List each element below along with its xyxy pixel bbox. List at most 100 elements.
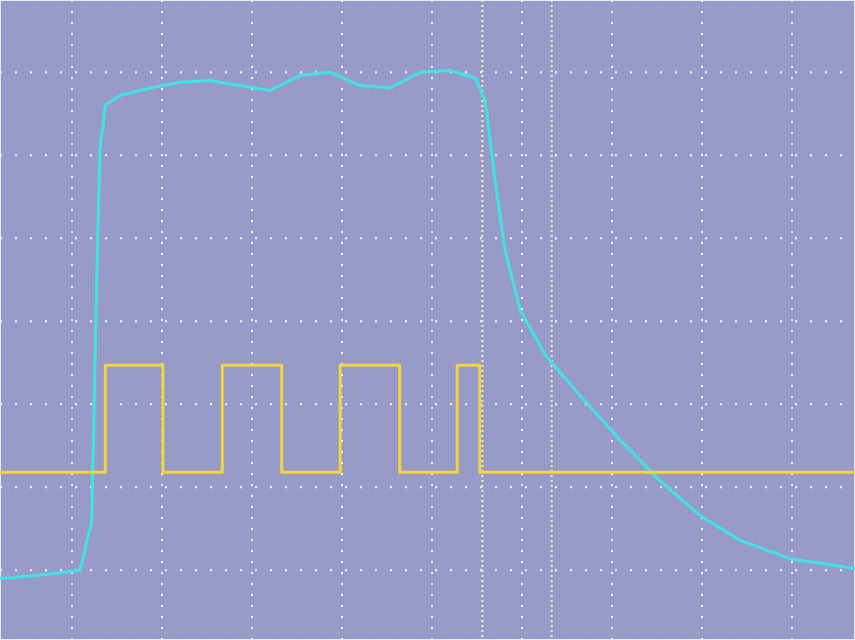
texture-line <box>213 0 214 640</box>
texture-line <box>102 0 103 640</box>
texture-line <box>495 0 496 640</box>
grid <box>0 0 855 640</box>
texture-line <box>3 0 4 640</box>
texture-line <box>468 0 469 640</box>
texture-line <box>60 0 61 640</box>
waveform <box>0 365 855 472</box>
texture-line <box>345 0 346 640</box>
texture-line <box>144 0 145 640</box>
texture-line <box>192 0 193 640</box>
texture-line <box>669 0 670 640</box>
texture-line <box>492 0 493 640</box>
texture-line <box>222 0 223 640</box>
texture-line <box>381 0 382 640</box>
texture-line <box>819 0 820 640</box>
texture-line <box>354 0 355 640</box>
texture-line <box>741 0 742 640</box>
texture-line <box>105 0 106 640</box>
texture-line <box>813 0 814 640</box>
texture-line <box>618 0 619 640</box>
texture-line <box>72 0 73 640</box>
texture-line <box>558 0 559 640</box>
texture-line <box>603 0 604 640</box>
texture-line <box>726 0 727 640</box>
texture-line <box>768 0 769 640</box>
texture-line <box>489 0 490 640</box>
texture-line <box>816 0 817 640</box>
texture-line <box>609 0 610 640</box>
texture-line <box>303 0 304 640</box>
texture-line <box>402 0 403 640</box>
texture-line <box>129 0 130 640</box>
texture-line <box>462 0 463 640</box>
texture-line <box>336 0 337 640</box>
texture-line <box>108 0 109 640</box>
texture-line <box>318 0 319 640</box>
texture-line <box>486 0 487 640</box>
texture-line <box>561 0 562 640</box>
texture-line <box>762 0 763 640</box>
grid-line-x <box>161 0 163 640</box>
texture-line <box>363 0 364 640</box>
texture-line <box>264 0 265 640</box>
texture-line <box>330 0 331 640</box>
waveform <box>0 71 855 579</box>
texture-line <box>789 0 790 640</box>
texture-line <box>333 0 334 640</box>
grid-line-y <box>0 403 855 405</box>
texture-line <box>687 0 688 640</box>
texture-line <box>627 0 628 640</box>
texture-line <box>153 0 154 640</box>
texture-line <box>177 0 178 640</box>
texture-line <box>720 0 721 640</box>
grid-line-x <box>71 0 73 640</box>
texture-line <box>711 0 712 640</box>
texture-line <box>33 0 34 640</box>
texture-line <box>699 0 700 640</box>
texture-line <box>504 0 505 640</box>
texture-line <box>258 0 259 640</box>
texture-line <box>846 0 847 640</box>
texture-line <box>390 0 391 640</box>
texture-line <box>27 0 28 640</box>
texture-line <box>81 0 82 640</box>
texture-line <box>822 0 823 640</box>
texture-line <box>765 0 766 640</box>
texture-line <box>393 0 394 640</box>
screen-texture <box>0 0 852 640</box>
texture-line <box>705 0 706 640</box>
texture-line <box>600 0 601 640</box>
texture-line <box>288 0 289 640</box>
texture-line <box>162 0 163 640</box>
texture-line <box>225 0 226 640</box>
texture-line <box>474 0 475 640</box>
texture-line <box>717 0 718 640</box>
texture-line <box>285 0 286 640</box>
texture-line <box>723 0 724 640</box>
texture-line <box>282 0 283 640</box>
texture-line <box>417 0 418 640</box>
texture-line <box>39 0 40 640</box>
texture-line <box>786 0 787 640</box>
texture-line <box>156 0 157 640</box>
texture-line <box>567 0 568 640</box>
texture-line <box>135 0 136 640</box>
texture-line <box>780 0 781 640</box>
texture-line <box>246 0 247 640</box>
texture-line <box>738 0 739 640</box>
texture-line <box>351 0 352 640</box>
texture-line <box>555 0 556 640</box>
texture-line <box>735 0 736 640</box>
texture-line <box>639 0 640 640</box>
texture-line <box>582 0 583 640</box>
texture-line <box>624 0 625 640</box>
texture-line <box>654 0 655 640</box>
texture-line <box>375 0 376 640</box>
texture-line <box>528 0 529 640</box>
texture-line <box>708 0 709 640</box>
texture-line <box>66 0 67 640</box>
texture-line <box>702 0 703 640</box>
texture-line <box>828 0 829 640</box>
texture-line <box>633 0 634 640</box>
texture-line <box>204 0 205 640</box>
